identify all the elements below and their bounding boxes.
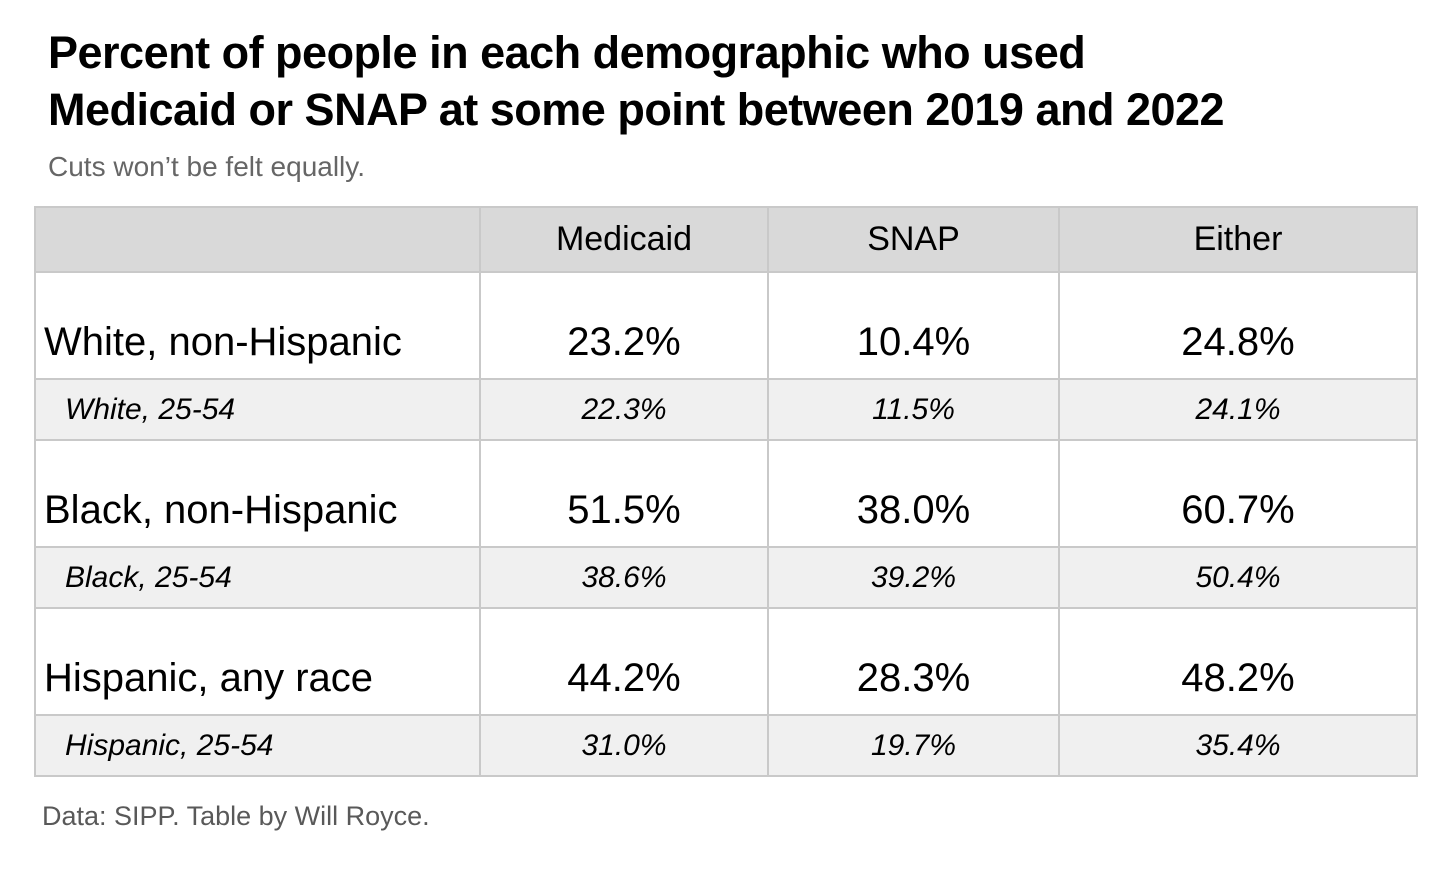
either-value: 50.4% <box>1058 546 1418 609</box>
table-row-hispanic-25-54: Hispanic, 25-54 31.0% 19.7% 35.4% <box>34 714 1418 777</box>
title-line-2: Medicaid or SNAP at some point between 2… <box>48 84 1225 135</box>
title-line-1: Percent of people in each demographic wh… <box>48 27 1086 78</box>
column-header-medicaid: Medicaid <box>479 206 769 273</box>
medicaid-value: 38.6% <box>479 546 769 609</box>
snap-value: 19.7% <box>767 714 1060 777</box>
table-row-white-non-hispanic: White, non-Hispanic 23.2% 10.4% 24.8% <box>34 271 1418 380</box>
medicaid-value: 31.0% <box>479 714 769 777</box>
either-value: 35.4% <box>1058 714 1418 777</box>
row-label: Black, non-Hispanic <box>34 439 481 548</box>
row-label: Black, 25-54 <box>34 546 481 609</box>
snap-value: 11.5% <box>767 378 1060 441</box>
table-graphic: Percent of people in each demographic wh… <box>34 24 1420 831</box>
snap-value: 28.3% <box>767 607 1060 716</box>
page-title: Percent of people in each demographic wh… <box>48 24 1420 138</box>
snap-value: 39.2% <box>767 546 1060 609</box>
subtitle: Cuts won’t be felt equally. <box>48 151 365 182</box>
table-header-row: Medicaid SNAP Either <box>34 206 1418 273</box>
row-label: Hispanic, any race <box>34 607 481 716</box>
snap-value: 10.4% <box>767 271 1060 380</box>
table-row-hispanic-any-race: Hispanic, any race 44.2% 28.3% 48.2% <box>34 607 1418 716</box>
either-value: 24.1% <box>1058 378 1418 441</box>
column-header-either: Either <box>1058 206 1418 273</box>
snap-value: 38.0% <box>767 439 1060 548</box>
table-row-white-25-54: White, 25-54 22.3% 11.5% 24.1% <box>34 378 1418 441</box>
medicaid-value: 44.2% <box>479 607 769 716</box>
medicaid-value: 22.3% <box>479 378 769 441</box>
row-label: White, 25-54 <box>34 378 481 441</box>
either-value: 24.8% <box>1058 271 1418 380</box>
table-row-black-non-hispanic: Black, non-Hispanic 51.5% 38.0% 60.7% <box>34 439 1418 548</box>
either-value: 48.2% <box>1058 607 1418 716</box>
column-header-snap: SNAP <box>767 206 1060 273</box>
table-row-black-25-54: Black, 25-54 38.6% 39.2% 50.4% <box>34 546 1418 609</box>
medicaid-value: 23.2% <box>479 271 769 380</box>
column-header-blank <box>34 206 481 273</box>
source-credit: Data: SIPP. Table by Will Royce. <box>42 801 430 831</box>
demographics-table: Medicaid SNAP Either White, non-Hispanic… <box>34 206 1418 777</box>
medicaid-value: 51.5% <box>479 439 769 548</box>
either-value: 60.7% <box>1058 439 1418 548</box>
row-label: Hispanic, 25-54 <box>34 714 481 777</box>
row-label: White, non-Hispanic <box>34 271 481 380</box>
